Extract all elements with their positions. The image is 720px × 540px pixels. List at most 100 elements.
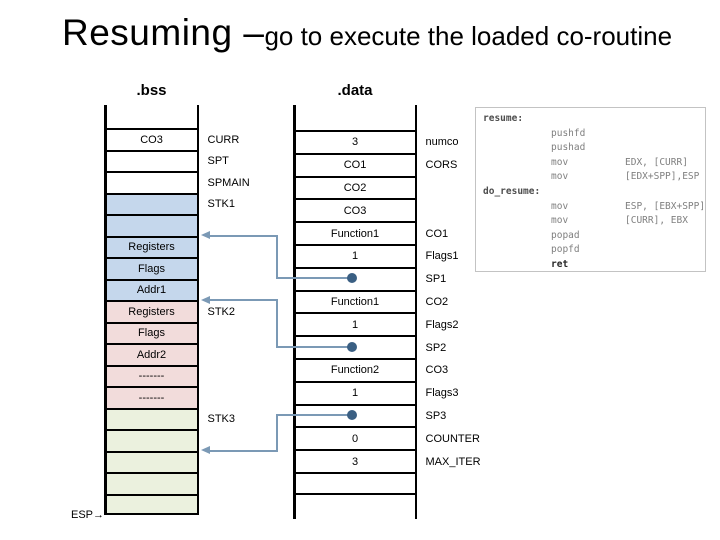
bss-cell-value: Addr1 — [136, 284, 167, 297]
data-row — [295, 471, 415, 495]
data-row: CO2 — [295, 175, 415, 199]
sp1-to-stk1-frame-line — [276, 234, 278, 280]
sp3-to-stk3-frame-line — [277, 414, 352, 416]
data-cell-value: 3 — [351, 455, 359, 468]
code-line: ret — [476, 258, 705, 273]
sp1-to-stk1-frame-line — [207, 234, 277, 237]
code-operands: ESP, [EBX+SPP] — [625, 200, 706, 212]
bss-row — [106, 493, 197, 515]
bss-cell-value: Registers — [128, 305, 175, 318]
code-mnemonic: pushfd — [551, 127, 586, 139]
sp1-to-stk1-frame-line — [277, 277, 352, 280]
bss-row: SPT — [106, 149, 229, 171]
resume-code-panel: resume: pushfd pushad mov EDX, [CURR] mov [EDX… — [475, 107, 706, 272]
data-row-label: COUNTER — [425, 432, 480, 445]
data-cell-value: CO1 — [343, 159, 367, 172]
bss-row: Addr2 — [106, 343, 197, 365]
bss-rows: CO3 CURR SPT SPMAIN STK1 Registers Flags Addr1 R… — [106, 128, 250, 515]
bss-row: Registers STK2 — [106, 300, 235, 322]
bss-row: Flags — [106, 257, 197, 279]
bss-cell-value: ------- — [138, 370, 165, 383]
data-row-label: MAX_ITER — [425, 455, 481, 468]
slide-title-sub: go to execute the loaded co-routine — [264, 21, 673, 51]
bss-row: ------- — [106, 386, 197, 408]
code-mnemonic: mov — [551, 171, 569, 183]
sp1-to-stk1-frame-arrowhead-icon — [201, 231, 210, 239]
sp3-to-stk3-frame-line — [207, 449, 277, 452]
code-mnemonic: popad — [551, 229, 580, 241]
bss-row-label: SPMAIN — [207, 176, 250, 189]
bss-row — [106, 472, 197, 494]
data-cell-value: 3 — [351, 136, 359, 149]
data-row-label: SP3 — [425, 409, 447, 422]
code-line: mov [EDX+SPP],ESP — [476, 170, 705, 185]
bss-cell-value: ------- — [138, 391, 165, 404]
data-rows: 3 numco CO1 CORS CO2 CO3 Function1 CO1 1 Flags1 SP… — [295, 130, 481, 495]
data-row-label: Flags2 — [425, 318, 459, 331]
data-row-label: SP1 — [425, 273, 447, 286]
data-row-label: CO2 — [425, 295, 449, 308]
bss-cell-value: CO3 — [140, 133, 163, 146]
code-operands: [CURR], EBX — [625, 215, 688, 227]
bss-row: Flags — [106, 321, 197, 343]
data-cell-value: 0 — [351, 432, 359, 445]
bss-cell-value: Flags — [138, 262, 165, 275]
bss-row — [106, 450, 197, 472]
data-row: 1 Flags2 — [295, 312, 459, 336]
code-mnemonic: mov — [551, 200, 569, 212]
sp2-to-stk2-frame-line — [207, 299, 277, 301]
data-row: 1 Flags3 — [295, 380, 459, 404]
data-row: CO3 — [295, 198, 415, 222]
bss-right-rail — [196, 105, 199, 515]
data-row-label: SP2 — [425, 341, 447, 354]
data-row-label: CORS — [425, 159, 458, 172]
code-line: pushfd — [476, 127, 705, 142]
data-cell-value: 1 — [351, 318, 359, 331]
data-row: Function1 CO1 — [295, 221, 448, 244]
code-line: resume: — [476, 112, 705, 127]
bss-row-label: CURR — [207, 133, 240, 146]
bss-section-header: .bss — [136, 82, 167, 99]
bss-row-label: STK1 — [207, 198, 236, 211]
code-line: popfd — [476, 243, 705, 258]
bss-row: ------- — [106, 364, 197, 386]
data-row: 3 numco — [295, 130, 459, 153]
data-row: 3 MAX_ITER — [295, 449, 481, 472]
code-line: do_resume: — [476, 185, 705, 200]
bss-row-label: STK3 — [207, 413, 236, 426]
data-row-label: numco — [425, 136, 459, 149]
data-row: 0 COUNTER — [295, 426, 480, 450]
bss-row-label: SPT — [207, 155, 229, 168]
data-memory-ladder: 3 numco CO1 CORS CO2 CO3 Function1 CO1 1 Flags1 SP… — [293, 105, 481, 519]
data-row-label: Flags1 — [425, 250, 459, 263]
bss-row-label: STK2 — [207, 305, 236, 318]
data-cell-value: CO3 — [343, 204, 367, 217]
bss-cell-value: Addr2 — [136, 348, 167, 361]
data-row: 1 Flags1 — [295, 243, 459, 267]
code-line: pushad — [476, 141, 705, 156]
esp-label: ESP — [70, 509, 93, 521]
code-line: popad — [476, 229, 705, 244]
sp3-to-stk3-frame-line — [276, 414, 278, 452]
esp-right-arrow-icon: → — [93, 509, 104, 521]
data-cell-value: 1 — [351, 387, 359, 400]
data-row-label: CO3 — [425, 364, 449, 377]
data-section-header: .data — [337, 82, 373, 99]
sp3-to-stk3-frame-origin-dot-icon — [347, 410, 357, 420]
code-line: mov ESP, [EBX+SPP] — [476, 200, 705, 215]
code-mnemonic: mov — [551, 215, 569, 227]
bss-row: Registers — [106, 235, 197, 257]
sp2-to-stk2-frame-line — [277, 345, 352, 348]
data-right-rail — [414, 105, 417, 519]
data-left-rail — [293, 105, 296, 519]
code-routine-label: resume: — [483, 113, 524, 124]
sp1-to-stk1-frame-origin-dot-icon — [347, 273, 357, 284]
sp2-to-stk2-frame-arrowhead-icon — [201, 295, 210, 304]
bss-row — [106, 429, 197, 451]
bss-memory-ladder: CO3 CURR SPT SPMAIN STK1 Registers Flags Addr1 R… — [104, 105, 250, 515]
data-row: Function2 CO3 — [295, 357, 448, 381]
bss-row: Addr1 — [106, 278, 197, 300]
code-mnemonic: ret — [551, 258, 569, 270]
code-mnemonic: popfd — [551, 244, 580, 256]
